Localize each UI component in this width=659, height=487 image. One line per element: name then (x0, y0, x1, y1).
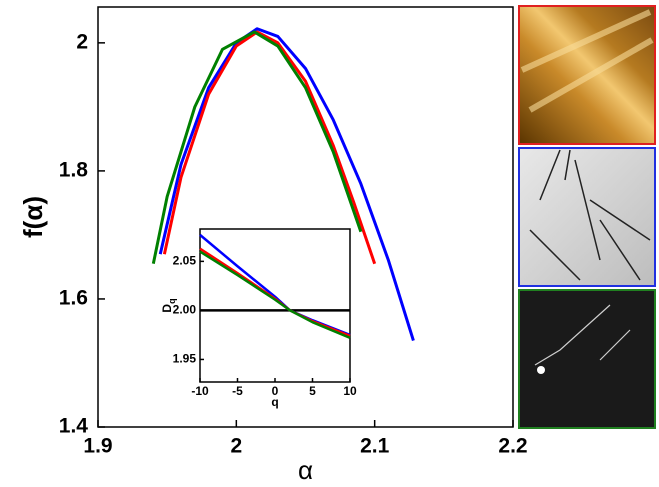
x-tick-label: -10 (191, 384, 209, 398)
image-dark (518, 289, 656, 429)
image-texture (520, 9, 654, 113)
x-axis-label: q (271, 395, 278, 409)
x-tick-label: 5 (309, 384, 316, 398)
x-tick-label: -5 (232, 384, 243, 398)
plot-area (199, 228, 351, 383)
y-tick-label: 1.4 (59, 415, 89, 438)
image-texture (534, 304, 631, 366)
image-cracks (518, 147, 656, 287)
x-axis-label: α (298, 455, 313, 485)
x-tick-label: 2 (230, 435, 242, 458)
image-texture (529, 149, 651, 281)
data-line (151, 30, 363, 265)
image-texture (537, 366, 545, 374)
y-tick-label: 2.00 (173, 303, 197, 317)
x-tick-label: 0 (272, 384, 279, 398)
data-line (162, 30, 377, 265)
x-tick-label: 10 (343, 384, 357, 398)
y-axis-label: Dq (160, 298, 177, 312)
y-axis-label-main: D (160, 304, 174, 313)
image-panels (518, 5, 656, 429)
y-axis-label: f(α) (18, 196, 48, 238)
data-line (158, 27, 415, 342)
y-tick-label: 1.95 (173, 352, 197, 366)
y-tick-label: 2 (76, 30, 88, 53)
x-tick-label: 2.1 (360, 435, 390, 458)
y-tick-label: 1.6 (59, 286, 88, 309)
data-line (199, 250, 351, 340)
y-tick-label: 1.8 (59, 158, 89, 181)
x-tick-label: 2.2 (498, 435, 527, 458)
x-tick-label: 1.9 (83, 435, 112, 458)
y-axis-label-sub: q (167, 298, 177, 304)
y-tick-label: 2.05 (173, 254, 197, 268)
